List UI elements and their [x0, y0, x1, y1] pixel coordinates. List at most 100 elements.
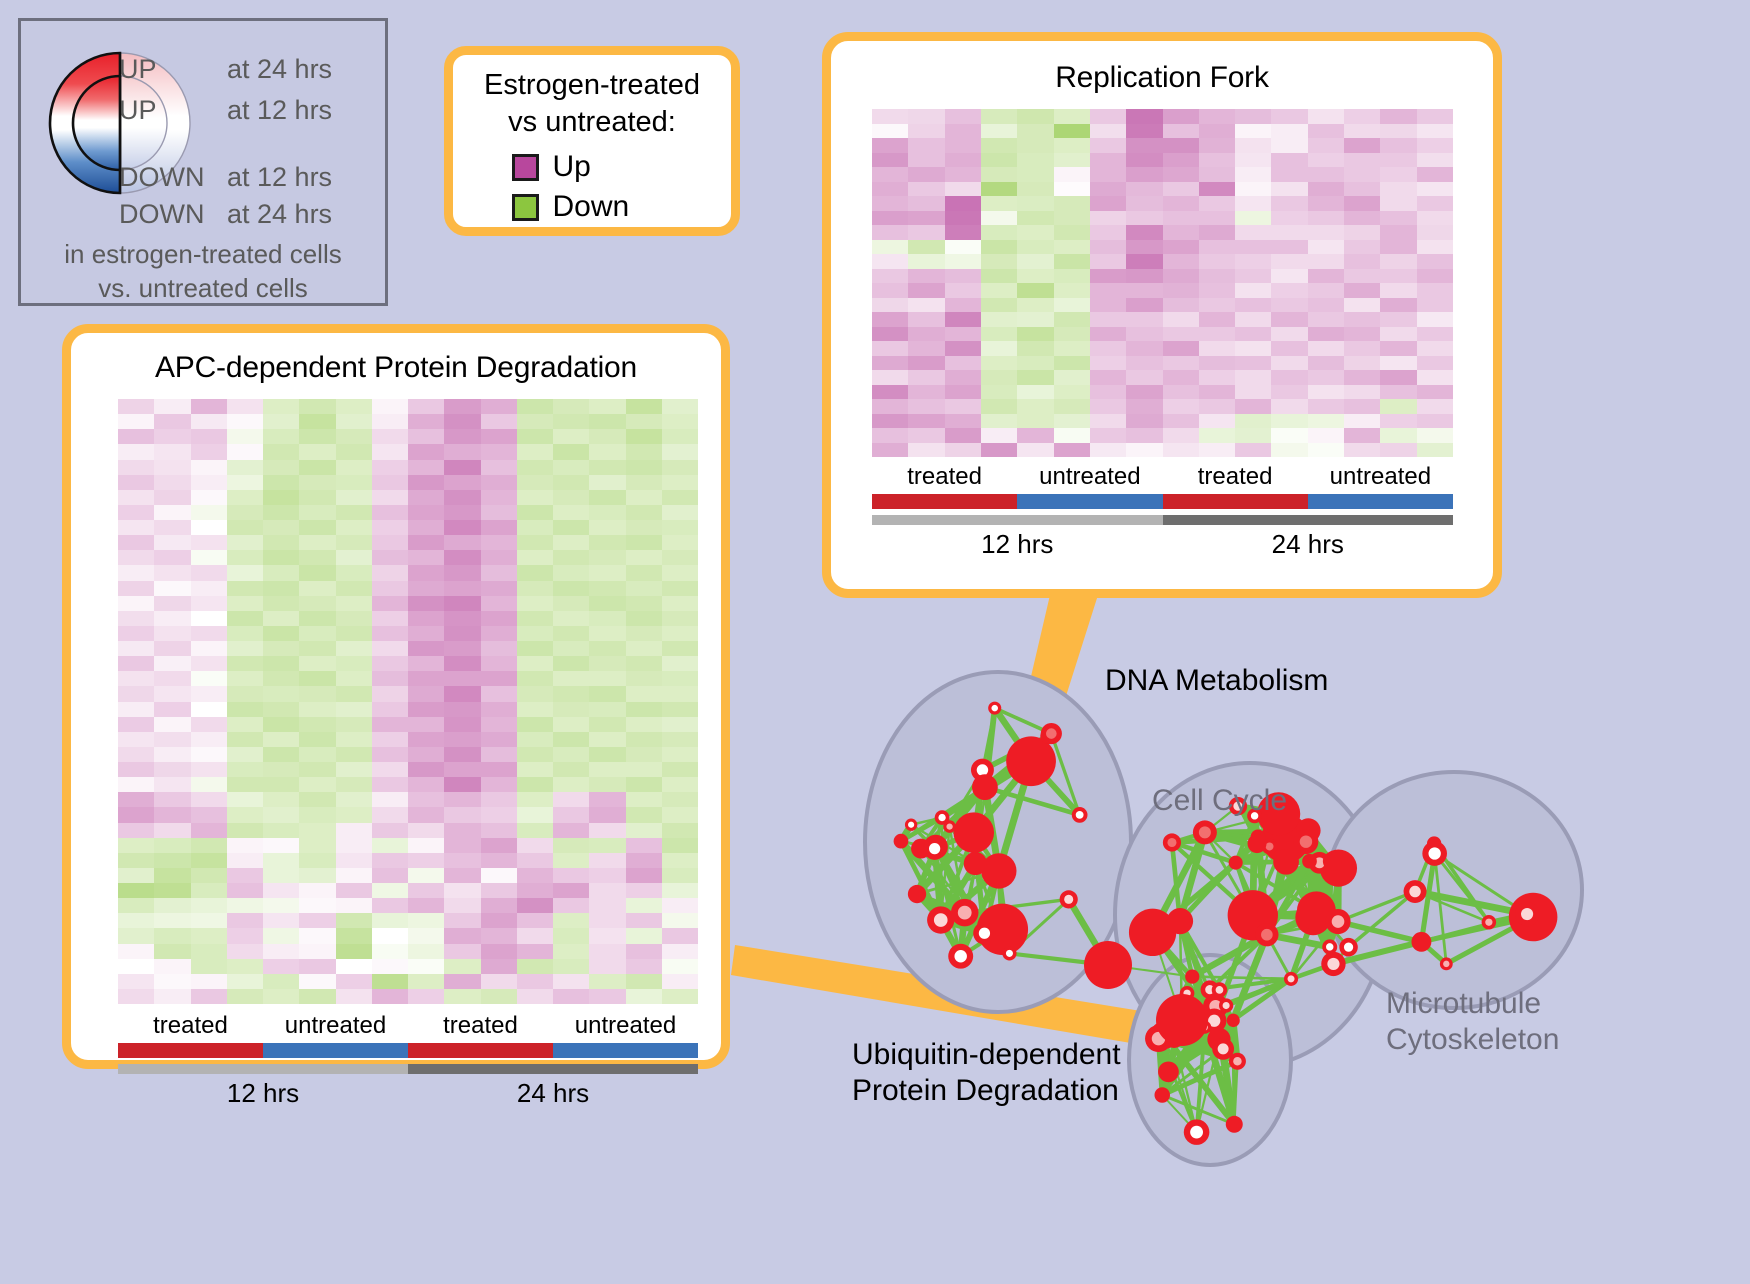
heatmap-cell [1344, 269, 1380, 284]
network-node[interactable] [1185, 969, 1199, 983]
network-node[interactable] [1255, 923, 1278, 946]
network-node[interactable] [1422, 841, 1447, 866]
network-node[interactable] [923, 837, 945, 859]
heatmap-cell [945, 196, 981, 211]
heatmap-cell [553, 611, 589, 626]
heatmap-cell [444, 702, 480, 717]
heatmap-cell [118, 989, 154, 1004]
network-node[interactable] [1184, 1119, 1210, 1145]
network-node[interactable] [1440, 957, 1453, 970]
network-node[interactable] [943, 820, 956, 833]
network-node[interactable] [1322, 939, 1337, 954]
network-node[interactable] [1167, 908, 1193, 934]
network-node[interactable] [1302, 854, 1317, 869]
heatmap-cell [662, 883, 698, 898]
network-node[interactable] [988, 702, 1001, 715]
heatmap-cell [227, 671, 263, 686]
network-node[interactable] [1155, 1087, 1170, 1102]
heatmap-cell [408, 717, 444, 732]
heatmap-cell [662, 460, 698, 475]
heatmap-cell [1308, 240, 1344, 255]
network-node[interactable] [908, 885, 926, 903]
network-node[interactable] [1156, 994, 1208, 1046]
heatmap-cell [118, 732, 154, 747]
heatmap-cell [1271, 182, 1307, 197]
network-node[interactable] [1060, 890, 1078, 908]
heatmap-cell [227, 490, 263, 505]
network-node[interactable] [1284, 972, 1298, 986]
heatmap-cell [191, 792, 227, 807]
network-node[interactable] [954, 812, 995, 853]
network-node[interactable] [1041, 723, 1062, 744]
heatmap-cell [118, 429, 154, 444]
network-node[interactable] [894, 834, 909, 849]
heatmap-cell [336, 581, 372, 596]
network-node[interactable] [981, 853, 1016, 888]
network-node[interactable] [1158, 1061, 1179, 1082]
heatmap-cell [263, 565, 299, 580]
heatmap-cell [626, 913, 662, 928]
network-node[interactable] [1193, 820, 1217, 844]
network-node[interactable] [1339, 938, 1357, 956]
heatmap-cell [336, 444, 372, 459]
network-node[interactable] [1294, 829, 1319, 854]
network-node[interactable] [1219, 998, 1233, 1012]
heatmap-cell [1199, 211, 1235, 226]
heatmap-cell [626, 399, 662, 414]
network-node[interactable] [1163, 833, 1181, 851]
heatmap-cell [517, 611, 553, 626]
network-node[interactable] [973, 922, 995, 944]
heatmap-cell [1017, 138, 1053, 153]
network-node[interactable] [927, 906, 954, 933]
network-node[interactable] [1227, 1014, 1240, 1027]
heatmap-cell [945, 385, 981, 400]
network-node[interactable] [1072, 807, 1088, 823]
heatmap-cell [1380, 269, 1416, 284]
network-node[interactable] [1404, 880, 1427, 903]
heatmap-cell [408, 792, 444, 807]
heatmap-cell [981, 283, 1017, 298]
heatmap-cell [517, 792, 553, 807]
heatmap-cell [517, 974, 553, 989]
heatmap-cell [1271, 312, 1307, 327]
network-node[interactable] [1248, 834, 1267, 853]
network-node[interactable] [1273, 849, 1299, 875]
network-node[interactable] [1515, 902, 1539, 926]
network-node[interactable] [1212, 982, 1227, 997]
heatmap-cell [981, 341, 1017, 356]
network-node[interactable] [976, 776, 996, 796]
heatmap-cell [118, 565, 154, 580]
heatmap-cell [408, 898, 444, 913]
network-node[interactable] [1411, 932, 1431, 952]
heatmap-cell [1344, 211, 1380, 226]
heatmap-cell [553, 702, 589, 717]
heatmap-cell [372, 414, 408, 429]
heatmap-cell [1126, 428, 1162, 443]
network-node[interactable] [1482, 915, 1497, 930]
network-node[interactable] [1325, 909, 1350, 934]
heatmap-cell [336, 944, 372, 959]
heatmap-cell [372, 490, 408, 505]
heatmap-cell [1163, 385, 1199, 400]
network-node[interactable] [948, 944, 973, 969]
network-node[interactable] [1229, 856, 1243, 870]
network-node[interactable] [951, 899, 979, 927]
heatmap-cell [481, 807, 517, 822]
network-node[interactable] [1321, 952, 1345, 976]
heatmap-cell [626, 565, 662, 580]
network-node[interactable] [1323, 852, 1342, 871]
heatmap-cell [118, 626, 154, 641]
heatmap-cell [372, 868, 408, 883]
network-node[interactable] [1084, 941, 1132, 989]
heatmap-cell [299, 596, 335, 611]
network-node[interactable] [964, 852, 987, 875]
heatmap-cell [191, 762, 227, 777]
heatmap-cell [408, 611, 444, 626]
network-node[interactable] [1002, 946, 1016, 960]
heatmap-cell [1017, 443, 1053, 458]
heatmap-cell [227, 444, 263, 459]
network-node[interactable] [905, 819, 917, 831]
heatmap-cell [481, 702, 517, 717]
network-node[interactable] [1226, 1116, 1243, 1133]
network-node[interactable] [1229, 1053, 1246, 1070]
